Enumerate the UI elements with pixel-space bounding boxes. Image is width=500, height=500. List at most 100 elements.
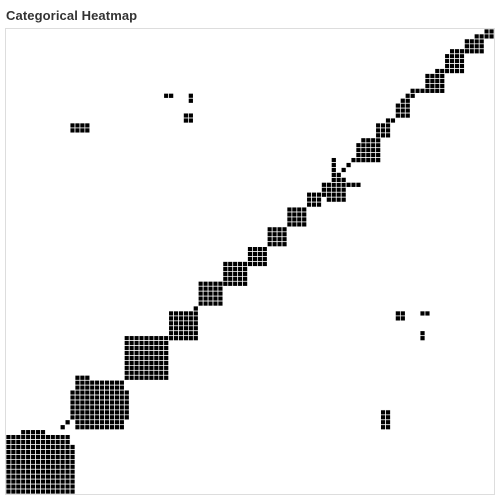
heatmap-cell xyxy=(105,400,110,405)
heatmap-cell xyxy=(31,449,36,454)
heatmap-cell xyxy=(272,232,277,237)
heatmap-cell xyxy=(489,34,494,39)
heatmap-cell xyxy=(114,415,119,420)
heatmap-cell xyxy=(386,118,391,123)
heatmap-cell xyxy=(36,440,41,445)
heatmap-cell xyxy=(80,415,85,420)
heatmap-cell xyxy=(262,257,267,262)
heatmap-cell xyxy=(400,316,405,321)
heatmap-cell xyxy=(464,39,469,44)
heatmap-cell xyxy=(50,474,55,479)
heatmap-cell xyxy=(484,29,489,34)
heatmap-cell xyxy=(213,286,218,291)
heatmap-cell xyxy=(174,311,179,316)
heatmap-cell xyxy=(65,420,70,425)
heatmap-cell xyxy=(149,360,154,365)
heatmap-cell xyxy=(31,430,36,435)
heatmap-cell xyxy=(114,395,119,400)
heatmap-cell xyxy=(331,158,336,163)
heatmap-cell xyxy=(164,365,169,370)
heatmap-cell xyxy=(85,375,90,380)
heatmap-cell xyxy=(366,158,371,163)
heatmap-cell xyxy=(124,341,129,346)
heatmap-cell xyxy=(110,425,115,430)
heatmap-cell xyxy=(50,435,55,440)
heatmap-cell xyxy=(312,202,317,207)
heatmap-cell xyxy=(60,479,65,484)
heatmap-cell xyxy=(326,192,331,197)
heatmap-cell xyxy=(455,49,460,54)
heatmap-cell xyxy=(400,108,405,113)
heatmap-cell xyxy=(228,271,233,276)
heatmap-cell xyxy=(26,449,31,454)
heatmap-cell xyxy=(292,212,297,217)
heatmap-cell xyxy=(474,44,479,49)
heatmap-cell xyxy=(159,336,164,341)
heatmap-cell xyxy=(336,187,341,192)
heatmap-cell xyxy=(41,445,46,450)
heatmap-cell xyxy=(233,276,238,281)
heatmap-cell xyxy=(420,331,425,336)
heatmap-cell xyxy=(228,262,233,267)
heatmap-cell xyxy=(21,484,26,489)
heatmap-cell xyxy=(95,400,100,405)
heatmap-cell xyxy=(6,464,11,469)
heatmap-cell xyxy=(80,123,85,128)
heatmap-cell xyxy=(445,64,450,69)
heatmap-cell xyxy=(169,93,174,98)
heatmap-cell xyxy=(100,395,105,400)
heatmap-cell xyxy=(80,410,85,415)
heatmap-cell xyxy=(164,93,169,98)
heatmap-cell xyxy=(41,449,46,454)
heatmap-cell xyxy=(16,440,21,445)
heatmap-cell xyxy=(134,370,139,375)
heatmap-cell xyxy=(11,489,16,494)
heatmap-cell xyxy=(6,449,11,454)
heatmap-cell xyxy=(459,49,464,54)
heatmap-cell xyxy=(124,370,129,375)
heatmap-cell xyxy=(65,474,70,479)
heatmap-cell xyxy=(154,360,159,365)
heatmap-cell xyxy=(55,464,60,469)
heatmap-cell xyxy=(336,192,341,197)
heatmap-cell xyxy=(331,177,336,182)
heatmap-cell xyxy=(331,172,336,177)
heatmap-cell xyxy=(80,390,85,395)
heatmap-cell xyxy=(154,365,159,370)
heatmap-cell xyxy=(144,375,149,380)
heatmap-cell xyxy=(183,321,188,326)
heatmap-cell xyxy=(188,331,193,336)
heatmap-cell xyxy=(474,39,479,44)
heatmap-cell xyxy=(36,435,41,440)
heatmap-cell xyxy=(395,113,400,118)
heatmap-cell xyxy=(75,410,80,415)
heatmap-cell xyxy=(351,182,356,187)
heatmap-cell xyxy=(450,54,455,59)
heatmap-cell xyxy=(55,454,60,459)
heatmap-cell xyxy=(371,153,376,158)
heatmap-cell xyxy=(100,420,105,425)
heatmap-cell xyxy=(60,454,65,459)
heatmap-cell xyxy=(70,390,75,395)
heatmap-cell xyxy=(60,449,65,454)
heatmap-cell xyxy=(65,479,70,484)
heatmap-cell xyxy=(208,301,213,306)
heatmap-cell xyxy=(11,474,16,479)
heatmap-cell xyxy=(193,321,198,326)
heatmap-cell xyxy=(159,351,164,356)
heatmap-cell xyxy=(144,370,149,375)
heatmap-cell xyxy=(6,435,11,440)
heatmap-cell xyxy=(80,420,85,425)
heatmap-cell xyxy=(144,341,149,346)
heatmap-cell xyxy=(464,44,469,49)
heatmap-cell xyxy=(85,405,90,410)
heatmap-cell xyxy=(179,331,184,336)
heatmap-cell xyxy=(6,489,11,494)
heatmap-cell xyxy=(420,88,425,93)
heatmap-cell xyxy=(164,360,169,365)
heatmap-cell xyxy=(341,192,346,197)
heatmap-cell xyxy=(75,390,80,395)
heatmap-cell xyxy=(361,143,366,148)
heatmap-cell xyxy=(134,346,139,351)
heatmap-cell xyxy=(272,237,277,242)
